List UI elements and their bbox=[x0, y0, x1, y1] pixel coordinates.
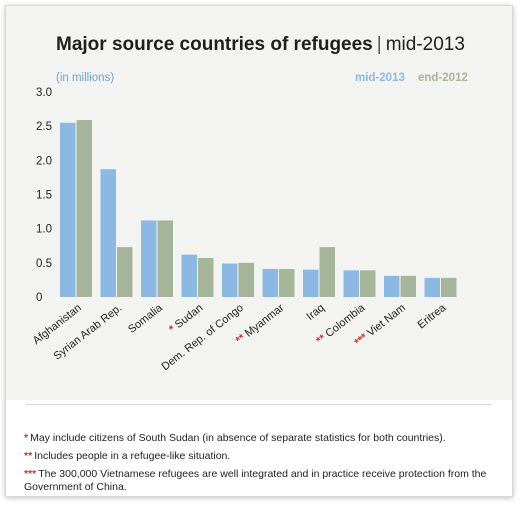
bar-end-2012 bbox=[238, 262, 254, 297]
y-tick-label: 1.0 bbox=[36, 224, 52, 236]
bar-mid-2013 bbox=[222, 263, 238, 297]
y-tick-label: 2.0 bbox=[36, 155, 52, 167]
bar-end-2012 bbox=[279, 268, 295, 297]
x-tick-label: Eritrea bbox=[415, 301, 449, 331]
chart-panel: Major source countries of refugees | mid-2… bbox=[5, 5, 513, 497]
bar-end-2012 bbox=[198, 258, 214, 297]
bar-mid-2013 bbox=[60, 122, 76, 297]
x-tick-name: Iraq bbox=[305, 302, 327, 323]
x-tick-label: Syrian Arab Rep. bbox=[51, 302, 124, 363]
footnote-2-text: Includes people in a refugee-like situat… bbox=[34, 450, 231, 462]
footnote-3: *** The 300,000 Vietnamese refugees are w… bbox=[24, 468, 502, 494]
x-tick-name: Sudan bbox=[173, 302, 205, 331]
bar-mid-2013 bbox=[100, 169, 116, 297]
y-axis-unit-label: (in millions) bbox=[56, 72, 115, 84]
footnote-2: ** Includes people in a refugee-like situ… bbox=[24, 450, 502, 463]
bar-end-2012 bbox=[319, 247, 335, 297]
footnote-3-text: The 300,000 Vietnamese refugees are well… bbox=[24, 468, 487, 493]
bar-mid-2013 bbox=[424, 277, 440, 297]
title-separator: | bbox=[376, 34, 382, 55]
chart-title-suffix: mid-2013 bbox=[385, 34, 465, 55]
chart-area: Major source countries of refugees | mid-2… bbox=[6, 6, 512, 400]
footnote-divider bbox=[26, 404, 492, 405]
legend-end-2012: end-2012 bbox=[418, 72, 468, 84]
footnotes: * May include citizens of South Sudan (in… bbox=[24, 432, 502, 499]
x-tick-label: * Sudan bbox=[167, 302, 205, 336]
bar-end-2012 bbox=[360, 270, 376, 297]
bar-mid-2013 bbox=[262, 268, 278, 297]
footnote-1: * May include citizens of South Sudan (in… bbox=[24, 432, 502, 445]
footnote-1-marker: * bbox=[24, 432, 29, 444]
x-tick-name: Viet Nam bbox=[365, 302, 408, 339]
bar-mid-2013 bbox=[181, 254, 197, 297]
x-tick-name: Syrian Arab Rep. bbox=[51, 302, 124, 363]
x-tick-name: Somalia bbox=[126, 301, 165, 335]
bar-end-2012 bbox=[441, 277, 457, 297]
x-tick-name: Myanmar bbox=[243, 302, 287, 340]
x-tick-label: Somalia bbox=[126, 301, 165, 335]
chart-title: Major source countries of refugees | mid-2… bbox=[56, 34, 465, 56]
y-tick-label: 0 bbox=[36, 292, 42, 304]
bar-mid-2013 bbox=[384, 275, 400, 297]
footnote-1-text: May include citizens of South Sudan (in … bbox=[30, 432, 446, 444]
footnote-3-marker: *** bbox=[24, 468, 37, 480]
y-tick-label: 2.5 bbox=[36, 121, 52, 133]
chart-title-main: Major source countries of refugees bbox=[56, 34, 373, 55]
x-tick-label: Iraq bbox=[305, 302, 327, 323]
bar-end-2012 bbox=[400, 275, 416, 297]
footnote-2-marker: ** bbox=[24, 450, 33, 462]
x-tick-name: Eritrea bbox=[415, 301, 449, 331]
y-tick-label: 0.5 bbox=[36, 258, 52, 270]
bar-mid-2013 bbox=[303, 269, 319, 297]
bar-end-2012 bbox=[76, 120, 92, 298]
y-tick-label: 1.5 bbox=[36, 190, 52, 202]
y-tick-label: 3.0 bbox=[36, 87, 52, 99]
bar-end-2012 bbox=[157, 220, 173, 297]
legend-mid-2013: mid-2013 bbox=[355, 72, 405, 84]
bar-mid-2013 bbox=[141, 220, 157, 297]
bar-mid-2013 bbox=[343, 270, 359, 297]
bar-end-2012 bbox=[117, 247, 133, 297]
